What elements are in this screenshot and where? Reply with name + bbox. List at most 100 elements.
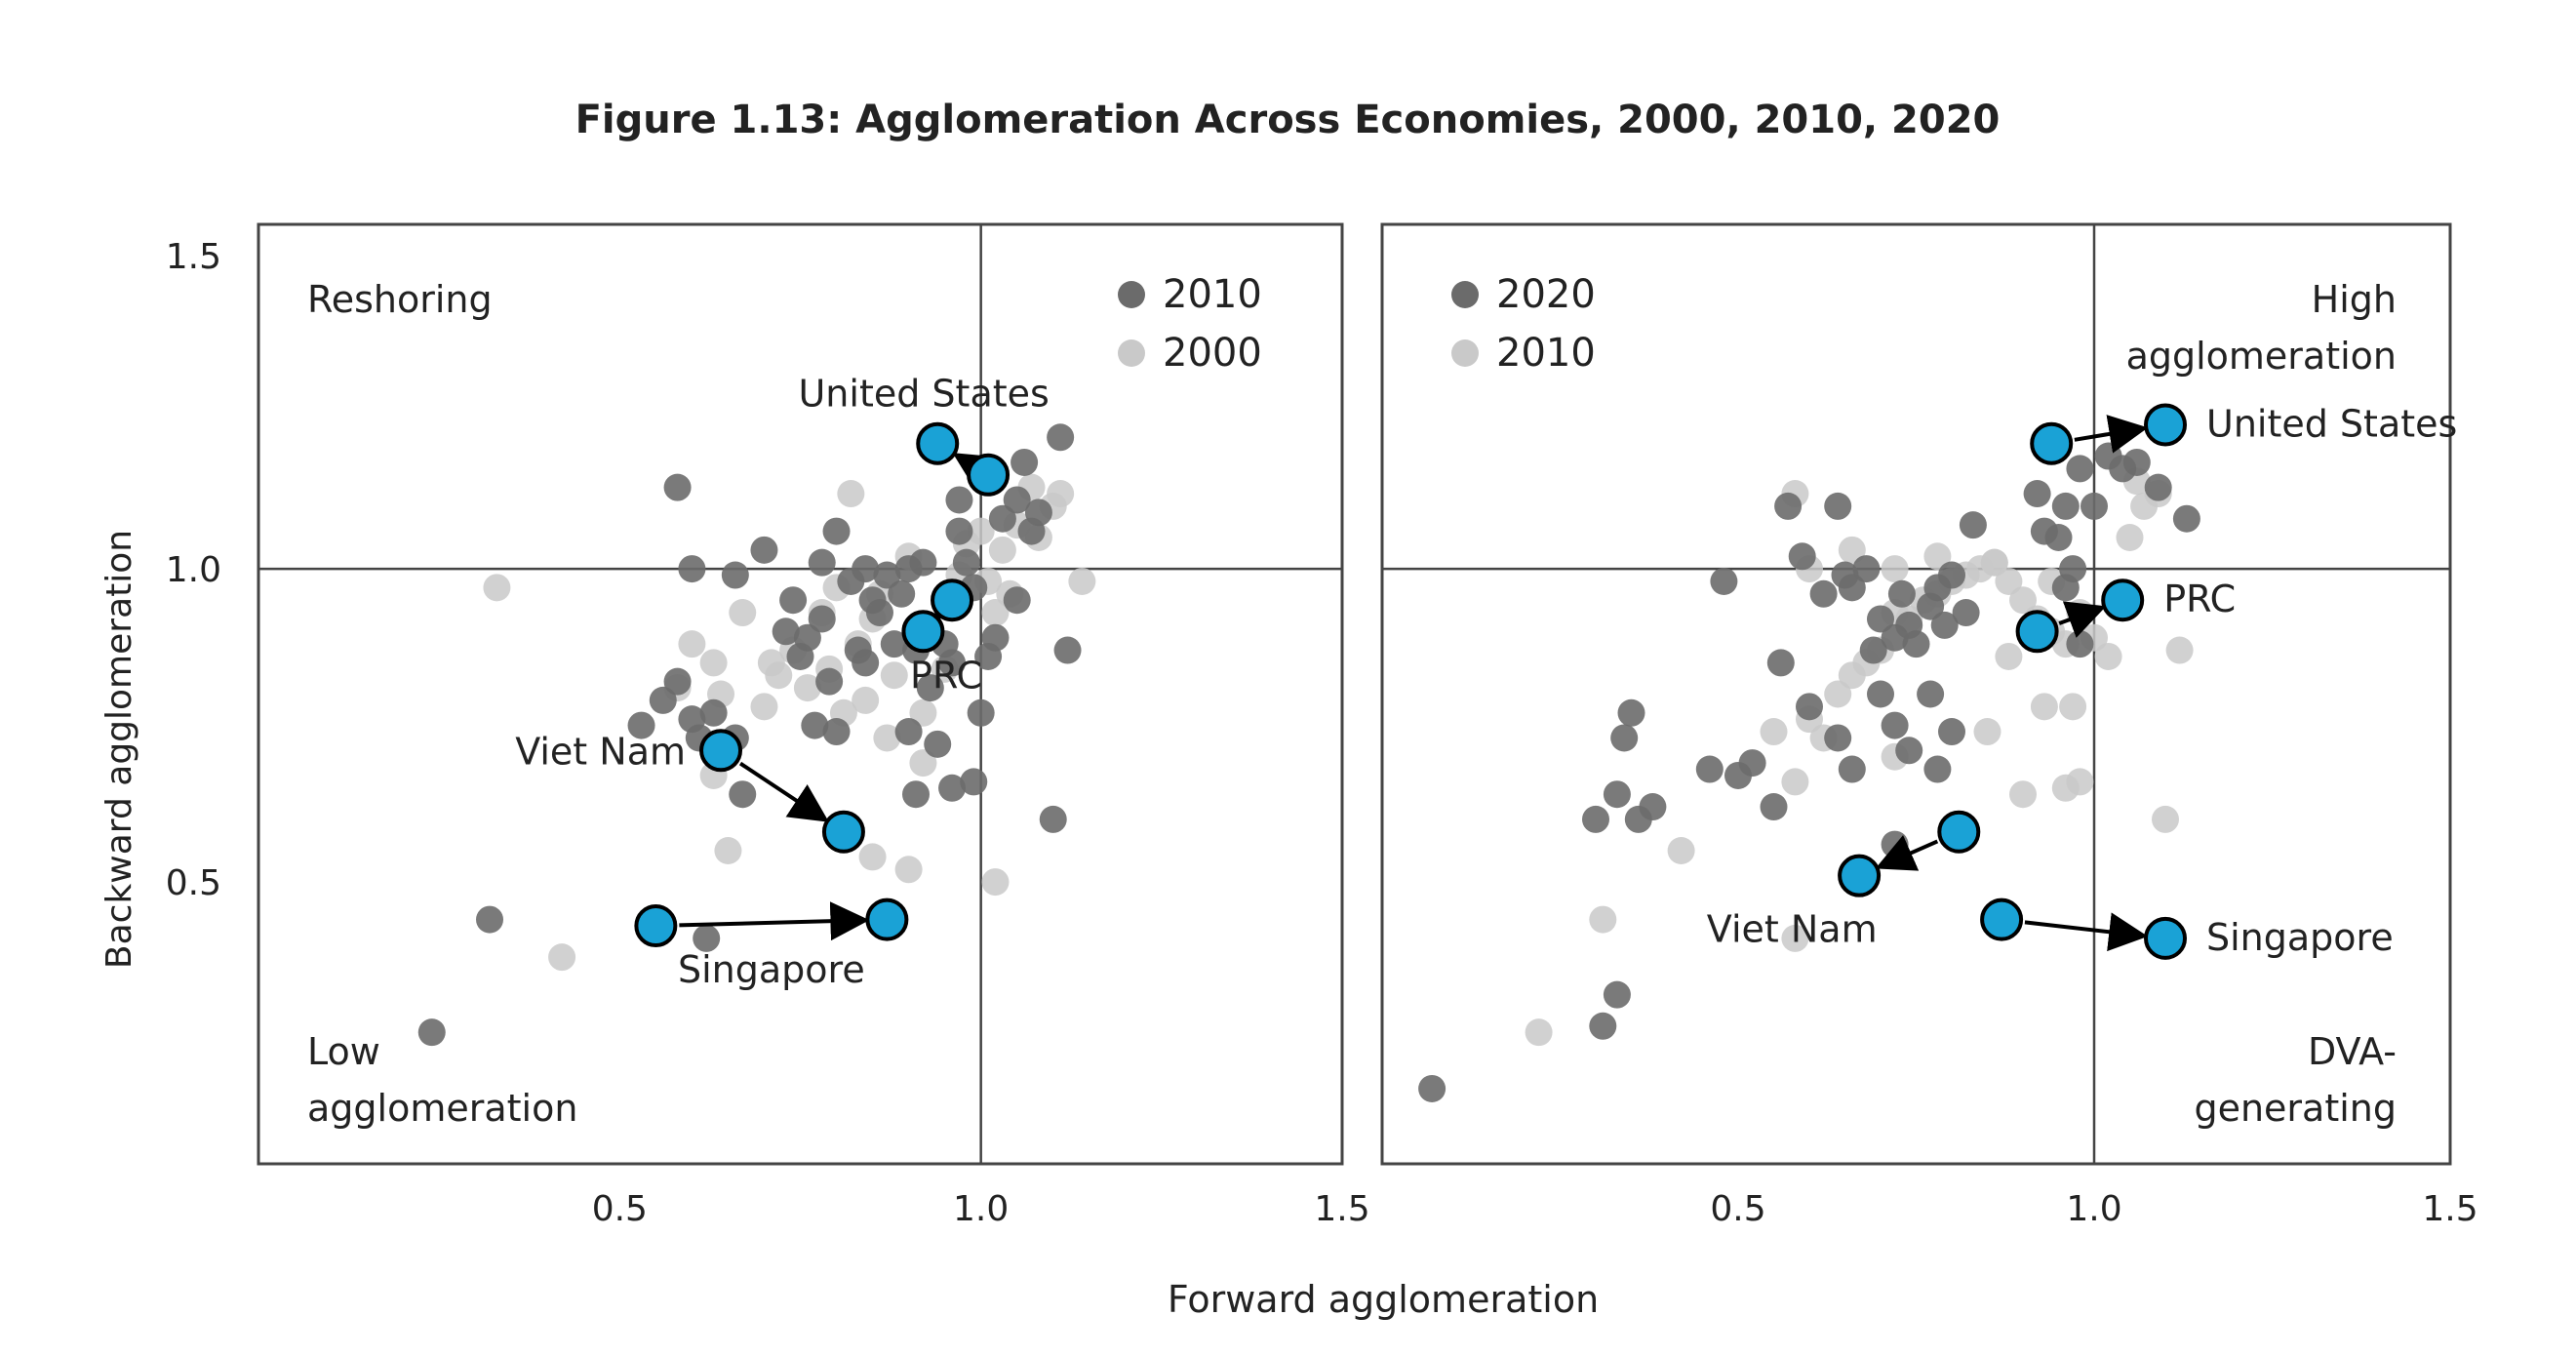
- arrow-viet-nam: [1875, 835, 1939, 871]
- scatter-point-2010: [729, 780, 757, 809]
- scatter-point-2020: [1774, 492, 1803, 520]
- scatter-point-2010: [2030, 693, 2058, 721]
- scatter-point-2020: [2030, 517, 2058, 545]
- scatter-point-2010: [1923, 542, 1952, 571]
- point-singapore-end: [865, 897, 909, 941]
- legend-marker: [1451, 339, 1479, 367]
- scatter-point-2000: [729, 599, 757, 627]
- scatter-point-2010: [2059, 693, 2087, 721]
- scatter-point-2020: [1938, 718, 1965, 746]
- quadrant-label-bottom-right: generating: [2194, 1087, 2397, 1130]
- scatter-point-2010: [1995, 642, 2023, 670]
- point-singapore-end: [2144, 916, 2187, 960]
- x-tick-label: 0.5: [1710, 1189, 1765, 1229]
- scatter-point-2010: [678, 555, 706, 583]
- point-viet-nam-end: [1838, 854, 1882, 897]
- scatter-point-2010: [1053, 636, 1082, 664]
- scatter-point-2010: [1024, 499, 1052, 527]
- scatter-point-2020: [1603, 980, 1631, 1009]
- scatter-point-2000: [699, 649, 728, 677]
- scatter-point-2000: [1047, 480, 1075, 508]
- scatter-point-2010: [960, 768, 988, 796]
- scatter-point-2010: [663, 473, 692, 501]
- scatter-point-2010: [699, 698, 728, 727]
- scatter-point-2020: [1838, 574, 1866, 602]
- scatter-point-2000: [909, 749, 937, 778]
- scatter-point-2020: [1902, 630, 1930, 658]
- point-united-states-start: [967, 453, 1011, 497]
- scatter-point-2020: [1923, 755, 1952, 783]
- scatter-point-2010: [2152, 805, 2179, 833]
- scatter-point-2020: [1952, 599, 1980, 627]
- scatter-point-2020: [1867, 680, 1894, 708]
- scatter-point-2020: [1418, 1074, 1447, 1102]
- panel-left: 0.5 1.0 1.5 0.5 1.0 1.5 Reshoring Low agglomerat…: [166, 222, 1370, 1229]
- label-viet-nam: Viet Nam: [515, 730, 686, 773]
- plot-frame: [1380, 222, 2452, 1166]
- scatter-point-2010: [1838, 536, 1866, 564]
- scatter-point-2010: [865, 599, 893, 627]
- scatter-point-2010: [2051, 774, 2080, 802]
- scatter-point-2000: [852, 686, 880, 714]
- point-viet-nam-start: [1937, 810, 1981, 854]
- quadrant-label-bottom-left: Low: [307, 1030, 380, 1073]
- scatter-point-2000: [793, 674, 821, 702]
- scatter-point-2010: [2116, 524, 2144, 551]
- scatter-point-2020: [2023, 480, 2051, 508]
- scatter-point-2010: [945, 486, 973, 514]
- label-united-states: United States: [798, 373, 1049, 416]
- plot-frame: [257, 222, 1344, 1166]
- scatter-point-2010: [1667, 837, 1695, 864]
- x-tick-label: 0.5: [592, 1189, 648, 1229]
- scatter-point-2010: [1589, 905, 1617, 934]
- arrow-united-states: [2074, 415, 2149, 454]
- scatter-point-2010: [888, 579, 916, 608]
- scatter-point-2010: [916, 674, 944, 702]
- legend-label: 2010: [1496, 331, 1596, 376]
- scatter-point-2020: [1738, 749, 1766, 778]
- scatter-point-2020: [1887, 579, 1916, 608]
- arrow-viet-nam: [738, 761, 829, 822]
- scatter-point-2000: [837, 480, 865, 508]
- x-tick-label: 1.5: [1314, 1189, 1369, 1229]
- scatter-point-2020: [2122, 448, 2151, 476]
- scatter-point-2000: [750, 693, 778, 721]
- scatter-point-2010: [938, 649, 967, 677]
- scatter-point-2000: [678, 630, 706, 658]
- arrow-singapore: [679, 901, 870, 941]
- scatter-point-2010: [417, 1018, 446, 1047]
- point-viet-nam-start: [699, 729, 743, 773]
- point-singapore-start: [1980, 897, 2024, 941]
- x-tick-label: 1.0: [2066, 1189, 2121, 1229]
- point-prc-start: [2015, 610, 2059, 654]
- point-prc-start: [931, 578, 974, 622]
- scatter-point-2010: [1881, 555, 1909, 583]
- scatter-point-2020: [1930, 611, 1959, 639]
- scatter-point-2010: [772, 618, 800, 646]
- scatter-point-2010: [1760, 718, 1788, 746]
- scatter-point-2020: [1796, 693, 1823, 721]
- quadrant-label-top-right: agglomeration: [2126, 335, 2397, 378]
- scatter-point-2010: [627, 711, 655, 739]
- scatter-point-2010: [2094, 642, 2122, 670]
- scatter-point-2020: [1610, 724, 1639, 752]
- scatter-point-2020: [2172, 504, 2200, 533]
- scatter-point-2010: [1039, 805, 1067, 833]
- point-prc-end: [2101, 578, 2145, 622]
- scatter-point-2010: [1003, 486, 1031, 514]
- scatter-point-2020: [1938, 561, 1965, 589]
- scatter-point-2000: [1068, 567, 1096, 595]
- scatter-point-2010: [721, 561, 749, 589]
- scatter-point-2000: [988, 536, 1016, 564]
- scatter-point-2020: [1788, 542, 1816, 571]
- scatter-point-2010: [909, 548, 937, 577]
- scatter-point-2020: [2059, 555, 2087, 583]
- scatter-point-2000: [981, 868, 1010, 897]
- arrow-united-states: [952, 453, 997, 491]
- scatter-point-2000: [909, 698, 937, 727]
- scatter-point-2010: [894, 718, 923, 746]
- scatter-point-2020: [2051, 492, 2080, 520]
- scatter-point-2010: [952, 548, 980, 577]
- scatter-point-2020: [1917, 680, 1945, 708]
